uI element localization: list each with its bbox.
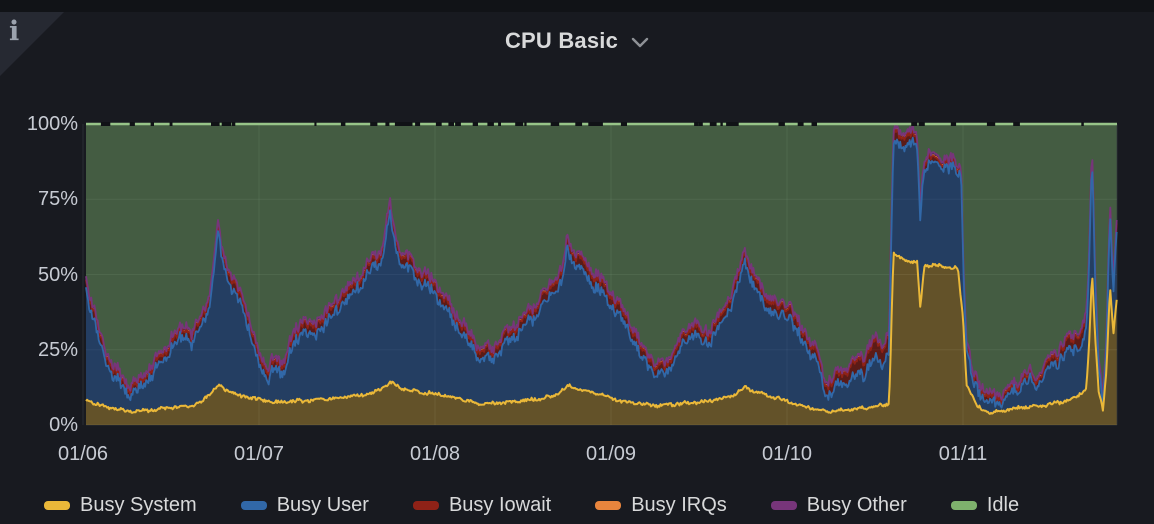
idle-line-gap [385, 122, 390, 126]
legend-swatch-busy-irqs [595, 500, 622, 510]
idle-line-gap [472, 122, 478, 126]
legend-swatch-busy-iowait [412, 500, 439, 510]
y-tick-label: 0% [49, 414, 78, 436]
idle-line-gap [403, 122, 410, 126]
idle-line-gap [435, 122, 442, 126]
idle-line-gap [520, 122, 524, 126]
legend-item-busy-system[interactable]: Busy System [44, 494, 197, 517]
chart-area: 0% 25% 50% 75% 100% 01/06 01/07 01/08 01/09 01/1… [0, 12, 1154, 482]
idle-line-gap [455, 122, 461, 126]
panel-title: CPU Basic [504, 28, 619, 53]
x-tick-label: 01/09 [585, 443, 637, 465]
idle-line-gap [986, 122, 996, 126]
idle-line-gap [211, 122, 220, 126]
idle-line-gap [169, 122, 173, 126]
idle-line-gap [694, 122, 699, 126]
area-idle [86, 124, 1117, 400]
idle-line-gap [595, 122, 603, 126]
idle-line-gap [911, 122, 918, 126]
legend-swatch-idle [950, 500, 977, 510]
idle-line-gap [620, 122, 627, 126]
cpu-chart-svg[interactable] [0, 12, 1154, 482]
idle-line-gap [129, 122, 135, 126]
idle-line-gap [524, 122, 527, 126]
idle-line-gap [778, 122, 785, 126]
x-tick-label: 01/07 [233, 443, 285, 465]
idle-line-gap [407, 122, 413, 126]
cpu-basic-panel: CPU Basic 0% 25% 50% 75% 100% 01/06 01/07 01/0… [0, 12, 1154, 524]
legend-item-busy-irqs[interactable]: Busy IRQs [595, 494, 727, 517]
idle-line-gap [340, 122, 346, 126]
legend-item-busy-user[interactable]: Busy User [240, 493, 369, 517]
idle-line-gap [950, 122, 957, 126]
idle-line-gap [550, 122, 560, 126]
area-busy-user [86, 137, 1117, 414]
x-tick-label: 01/06 [57, 443, 109, 465]
y-tick-label: 75% [37, 188, 78, 211]
line-busy-other [85, 123, 1118, 401]
info-icon: i [9, 16, 20, 47]
idle-line-gap [726, 122, 733, 126]
legend-item-idle[interactable]: Idle [950, 493, 1020, 517]
idle-line-gap [415, 122, 421, 126]
legend-label-busy-system: Busy System [80, 493, 197, 516]
idle-line-gap [221, 122, 231, 126]
panel-title-button[interactable]: CPU Basic [505, 28, 649, 54]
legend-swatch-busy-system [44, 500, 70, 510]
legend-item-busy-other[interactable]: Busy Other [770, 493, 907, 517]
idle-line-gap [1013, 122, 1020, 126]
legend-label-busy-iowait: Busy Iowait [448, 493, 552, 516]
idle-line-gap [394, 122, 403, 126]
idle-line-gap [100, 122, 111, 126]
idle-line-gap [498, 122, 501, 126]
x-tick-label: 01/08 [409, 443, 461, 465]
idle-line-gap [918, 122, 925, 126]
legend-swatch-busy-other [770, 500, 797, 510]
idle-line-gap [575, 122, 583, 126]
y-tick-label: 100% [26, 113, 78, 135]
legend-label-busy-irqs: Busy IRQs [631, 493, 727, 516]
idle-line-gap [797, 122, 804, 126]
legend-label-busy-user: Busy User [276, 493, 369, 516]
legend-item-busy-iowait[interactable]: Busy Iowait [412, 493, 552, 517]
legend-label-busy-other: Busy Other [806, 493, 907, 516]
idle-line-gap [448, 122, 454, 126]
idle-line-gap [732, 122, 739, 126]
legend-label-idle: Idle [986, 493, 1020, 516]
x-tick-label: 01/11 [938, 443, 988, 465]
idle-line-gap [314, 122, 317, 126]
panel-info-corner[interactable]: i [0, 12, 64, 76]
idle-line-gap [515, 122, 522, 126]
idle-line-gap [720, 122, 723, 126]
y-tick-label: 25% [37, 338, 78, 361]
legend-swatch-busy-user [240, 500, 267, 510]
y-tick-label: 50% [37, 263, 78, 286]
legend: Busy System Busy User Busy Iowait Busy IRQs… [44, 488, 1019, 522]
idle-line-gap [231, 122, 236, 126]
panel-header: CPU Basic [0, 12, 1154, 70]
idle-line-gap [370, 122, 378, 126]
x-tick-label: 01/10 [761, 443, 813, 465]
line-busy-system [85, 251, 1118, 415]
idle-line-gap [150, 122, 154, 126]
idle-line-gap [588, 122, 597, 126]
idle-line-gap [1081, 122, 1084, 126]
idle-line-gap [811, 122, 817, 126]
chevron-down-icon [631, 37, 649, 48]
idle-line-gap [709, 122, 717, 126]
idle-line-gap [698, 122, 703, 126]
line-busy-user [85, 136, 1118, 409]
idle-line-gap [487, 122, 494, 126]
